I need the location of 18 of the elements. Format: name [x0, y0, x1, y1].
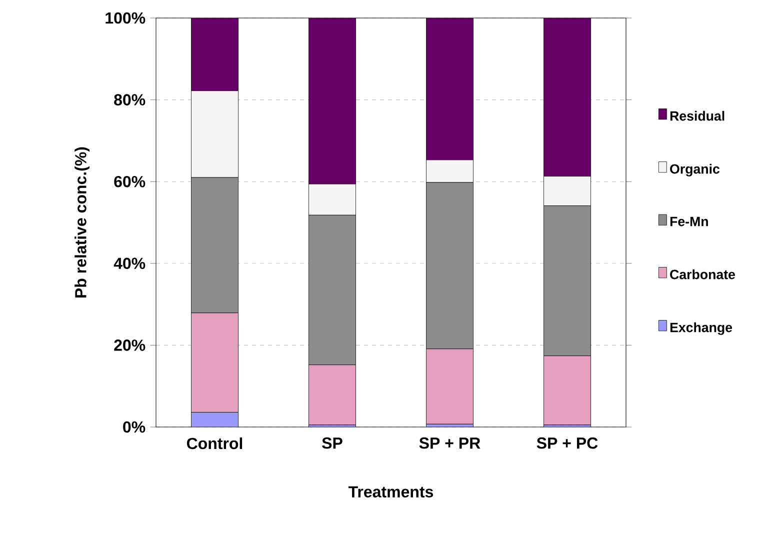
- x-tick-label: Control: [186, 437, 242, 450]
- y-axis-title: Pb relative conc.(%): [74, 147, 90, 298]
- x-axis-title: Treatments: [348, 486, 434, 498]
- x-tick-label: SP + PC: [536, 437, 598, 449]
- x-tick-label: SP + PR: [419, 437, 480, 449]
- bar: [191, 412, 238, 427]
- legend-label: Fe-Mn: [670, 216, 708, 226]
- y-tick-label: 20%: [114, 340, 146, 351]
- legend-label: Residual: [670, 110, 724, 121]
- y-tick-label: 100%: [106, 12, 146, 24]
- legend-label: Exchange: [670, 322, 732, 335]
- y-tick-label: 60%: [114, 176, 146, 188]
- y-tick-label: 40%: [114, 258, 146, 270]
- legend-label: Carbonate: [670, 269, 736, 280]
- y-tick-label: 80%: [114, 94, 146, 106]
- x-tick-label: SP: [322, 437, 342, 449]
- y-tick-label: 0%: [123, 421, 146, 433]
- legend-label: Organic: [670, 164, 720, 176]
